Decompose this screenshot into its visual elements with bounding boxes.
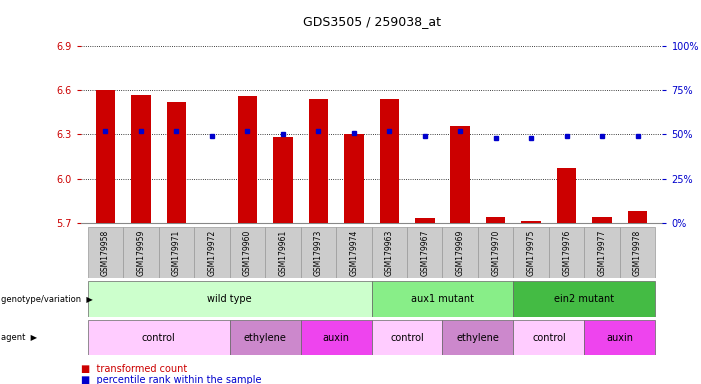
Text: ethylene: ethylene bbox=[244, 333, 287, 343]
Text: GSM179976: GSM179976 bbox=[562, 229, 571, 276]
Text: GSM179977: GSM179977 bbox=[598, 229, 606, 276]
Bar bbox=[379, 99, 399, 223]
Bar bbox=[442, 227, 478, 278]
Bar bbox=[513, 281, 655, 317]
Bar bbox=[194, 227, 230, 278]
Text: GSM179971: GSM179971 bbox=[172, 229, 181, 276]
Bar bbox=[301, 227, 336, 278]
Bar bbox=[585, 227, 620, 278]
Text: GSM179960: GSM179960 bbox=[243, 229, 252, 276]
Bar bbox=[486, 217, 505, 223]
Text: control: control bbox=[390, 333, 424, 343]
Bar bbox=[372, 281, 513, 317]
Bar bbox=[158, 227, 194, 278]
Bar bbox=[96, 90, 115, 223]
Text: GSM179975: GSM179975 bbox=[526, 229, 536, 276]
Text: auxin: auxin bbox=[606, 333, 634, 343]
Text: ein2 mutant: ein2 mutant bbox=[554, 294, 615, 304]
Bar bbox=[88, 320, 230, 355]
Bar bbox=[585, 320, 655, 355]
Bar bbox=[238, 96, 257, 223]
Bar bbox=[230, 320, 301, 355]
Text: GSM179961: GSM179961 bbox=[278, 229, 287, 276]
Bar bbox=[131, 95, 151, 223]
Bar bbox=[336, 227, 372, 278]
Text: GSM179972: GSM179972 bbox=[207, 229, 217, 276]
Bar bbox=[557, 168, 576, 223]
Text: genotype/variation  ▶: genotype/variation ▶ bbox=[1, 295, 93, 304]
Bar bbox=[273, 137, 292, 223]
Text: GSM179970: GSM179970 bbox=[491, 229, 501, 276]
Bar bbox=[549, 227, 585, 278]
Text: ethylene: ethylene bbox=[456, 333, 499, 343]
Text: GDS3505 / 259038_at: GDS3505 / 259038_at bbox=[303, 15, 440, 28]
Bar bbox=[230, 227, 265, 278]
Text: GSM179969: GSM179969 bbox=[456, 229, 465, 276]
Bar bbox=[123, 227, 158, 278]
Bar bbox=[301, 320, 372, 355]
Text: GSM179978: GSM179978 bbox=[633, 229, 642, 276]
Text: aux1 mutant: aux1 mutant bbox=[411, 294, 474, 304]
Bar bbox=[513, 227, 549, 278]
Bar bbox=[513, 320, 585, 355]
Text: GSM179958: GSM179958 bbox=[101, 229, 110, 276]
Text: GSM179974: GSM179974 bbox=[349, 229, 358, 276]
Bar bbox=[372, 320, 442, 355]
Bar bbox=[451, 126, 470, 223]
Bar bbox=[308, 99, 328, 223]
Bar bbox=[592, 217, 612, 223]
Text: GSM179959: GSM179959 bbox=[137, 229, 145, 276]
Text: ■  percentile rank within the sample: ■ percentile rank within the sample bbox=[81, 375, 261, 384]
Bar bbox=[167, 102, 186, 223]
Text: GSM179963: GSM179963 bbox=[385, 229, 394, 276]
Text: auxin: auxin bbox=[322, 333, 350, 343]
Text: wild type: wild type bbox=[207, 294, 252, 304]
Bar bbox=[522, 221, 541, 223]
Bar bbox=[478, 227, 513, 278]
Bar bbox=[265, 227, 301, 278]
Bar bbox=[407, 227, 442, 278]
Text: ■  transformed count: ■ transformed count bbox=[81, 364, 187, 374]
Text: control: control bbox=[142, 333, 175, 343]
Bar bbox=[415, 218, 435, 223]
Bar bbox=[620, 227, 655, 278]
Text: GSM179973: GSM179973 bbox=[314, 229, 323, 276]
Text: GSM179967: GSM179967 bbox=[420, 229, 429, 276]
Bar bbox=[628, 211, 647, 223]
Bar bbox=[344, 134, 364, 223]
Bar bbox=[88, 281, 372, 317]
Bar bbox=[372, 227, 407, 278]
Bar bbox=[442, 320, 513, 355]
Bar bbox=[88, 227, 123, 278]
Text: control: control bbox=[532, 333, 566, 343]
Text: agent  ▶: agent ▶ bbox=[1, 333, 38, 342]
